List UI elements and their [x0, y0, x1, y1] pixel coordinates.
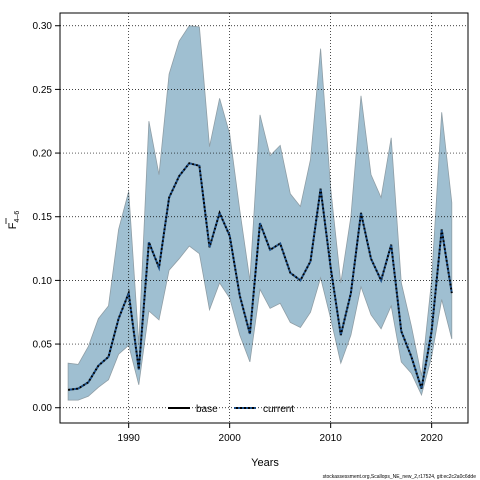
series-base-line	[67, 162, 453, 391]
x-axis-title: Years	[251, 457, 279, 469]
grid	[60, 13, 468, 423]
series-lines	[67, 162, 453, 391]
y-tick-label: 0.05	[33, 340, 53, 351]
ci-band-area	[67, 25, 453, 401]
confidence-band	[67, 25, 453, 401]
y-axis: 0.00 0.05 0.10 0.15 0.20 0.25 0.30	[33, 21, 60, 414]
y-tick-label: 0.20	[33, 149, 53, 160]
legend-label-current: current	[263, 404, 294, 415]
y-tick-label: 0.25	[33, 85, 53, 96]
y-tick-label: 0.10	[33, 276, 53, 287]
legend-label-base: base	[196, 404, 218, 415]
y-axis-title-sub: 4–6	[14, 211, 21, 223]
plot-frame	[59, 12, 469, 424]
y-axis-title: F4–6	[5, 211, 21, 230]
x-tick-label: 2020	[421, 433, 444, 444]
svg-text:F4–6: F4–6	[7, 211, 21, 230]
y-tick-label: 0.15	[33, 212, 53, 223]
x-axis: 1990 2000 2010 2020	[118, 423, 444, 444]
credit-text: stockassessment.org,Scallops_NE_new_2,r1…	[323, 474, 477, 480]
x-tick-label: 1990	[118, 433, 141, 444]
y-axis-title-main: F	[7, 222, 19, 229]
x-tick-label: 2000	[219, 433, 242, 444]
y-tick-label: 0.00	[33, 403, 53, 414]
y-tick-label: 0.30	[33, 21, 53, 32]
x-tick-label: 2010	[320, 433, 343, 444]
series-current-line	[67, 162, 453, 391]
legend: base current	[168, 404, 294, 415]
